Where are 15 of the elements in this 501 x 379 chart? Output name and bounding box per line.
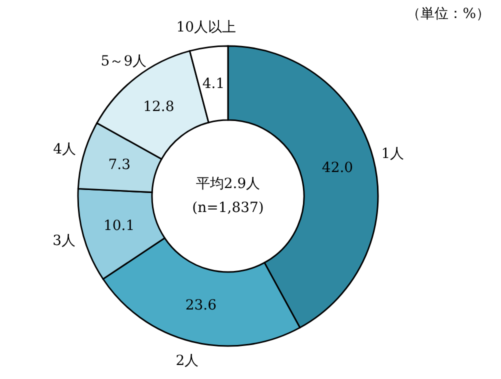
data-label: 12.8 [143, 98, 174, 115]
text: （単位：%） [406, 6, 490, 22]
text: (n=1,837) [192, 200, 264, 216]
data-label: 42.0 [322, 160, 354, 176]
slice-label: 1人 [381, 146, 404, 162]
data-label: 23.6 [185, 298, 217, 314]
slice-label: 5～9人 [100, 54, 147, 70]
data-label: 4.1 [202, 76, 225, 92]
data-label: 7.3 [108, 156, 130, 173]
slice-label: 2人 [176, 353, 199, 370]
slice-label: 4人 [53, 141, 76, 158]
slice-label: 10人以上 [176, 19, 236, 36]
slice-label: 3人 [52, 233, 76, 250]
data-label: 10.1 [103, 218, 135, 234]
text: 平均2.9人 [196, 176, 260, 192]
